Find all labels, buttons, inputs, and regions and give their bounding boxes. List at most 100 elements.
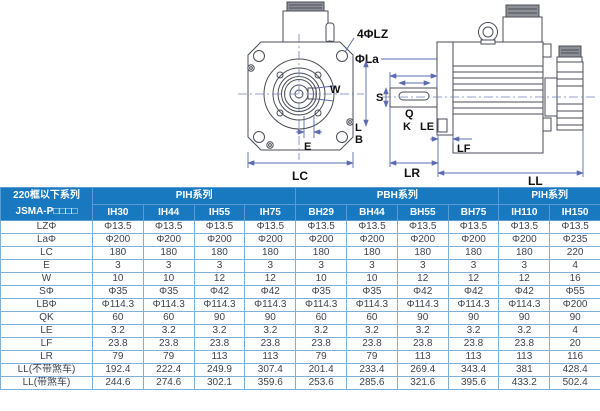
spec-value-cell: 274.6 (142, 376, 195, 390)
spec-row-label: E (0, 259, 93, 273)
spec-value-cell: Φ42 (244, 285, 297, 299)
spec-value-cell: 3 (447, 259, 500, 273)
s-label: S (376, 92, 383, 104)
spec-value-cell: Φ13.5 (295, 220, 348, 234)
spec-value-cell: 3.2 (498, 324, 551, 338)
spec-value-cell: 249.9 (193, 363, 246, 377)
spec-value-cell: 343.4 (447, 363, 500, 377)
spec-value-cell: Φ13.5 (346, 220, 398, 234)
spec-value-cell: 269.4 (396, 363, 449, 377)
spec-row: LBΦ Φ114.3 Φ114.3 Φ114.3 Φ114.3 Φ114.3 Φ114.3 Φ… (0, 298, 600, 312)
dim-lc: LC (247, 152, 354, 183)
spec-value-cell: 3 (193, 259, 246, 273)
shaft-keyway (398, 91, 430, 101)
spec-value-cell: 10 (346, 272, 398, 286)
key-section (437, 118, 448, 133)
series-corner-line2: JSMA-P□□□□ (15, 206, 78, 217)
ll-label: LL (528, 174, 543, 187)
spec-value-cell: 3 (244, 259, 297, 273)
flange-bolt-holes (247, 50, 354, 149)
spec-row-label: LL(不带煞车) (0, 363, 93, 377)
spec-value-cell: 359.6 (244, 376, 297, 390)
spec-value-cell: 428.4 (549, 363, 600, 377)
spec-value-cell: Φ13.5 (244, 220, 297, 234)
series-group-header: PIH系列 (498, 187, 600, 205)
spec-row: LaΦ Φ200 Φ200 Φ200 Φ200 Φ200 Φ200 Φ200 Φ200 Φ200 Φ… (0, 233, 600, 247)
spec-value-cell: Φ13.5 (142, 220, 195, 234)
spec-value-cell: Φ13.5 (447, 220, 500, 234)
spec-value-cell: Φ114.3 (447, 298, 500, 312)
spec-value-cell: Φ13.5 (193, 220, 246, 234)
spec-value-cell: 180 (295, 246, 348, 260)
side-connector (502, 4, 543, 43)
spec-value-cell: 79 (142, 350, 195, 364)
spec-value-cell: Φ200 (193, 233, 246, 247)
spec-value-cell: 201.4 (295, 363, 348, 377)
spec-value-cell: 321.6 (396, 376, 449, 390)
model-column-header: IH55 (193, 204, 246, 221)
spec-value-cell: 3.2 (244, 324, 297, 338)
spec-value-cell: 20 (549, 337, 600, 351)
spec-row-label: LaΦ (0, 233, 93, 247)
spec-value-cell: Φ35 (295, 285, 348, 299)
spec-value-cell: 180 (498, 246, 551, 260)
spec-value-cell: 113 (244, 350, 297, 364)
spec-value-cell: 502.4 (549, 376, 600, 390)
spec-value-cell: 79 (295, 350, 348, 364)
spec-value-cell: 3.2 (295, 324, 348, 338)
spec-value-cell: 3 (396, 259, 449, 273)
spec-value-cell: 180 (447, 246, 500, 260)
spec-value-cell: 113 (447, 350, 500, 364)
spec-row-label: LZΦ (0, 220, 93, 234)
encoder-connector (556, 45, 583, 63)
motor-body (452, 41, 544, 154)
spec-value-cell: 180 (92, 246, 144, 260)
spec-row-label: LBΦ (0, 298, 93, 312)
shaft (389, 87, 438, 108)
spec-value-cell: 220 (549, 246, 600, 260)
spec-value-cell: 253.6 (295, 376, 348, 390)
spec-value-cell: 3.2 (92, 324, 144, 338)
spec-value-cell: 10 (92, 272, 144, 286)
spec-value-cell: Φ114.3 (346, 298, 398, 312)
dim-q-k: Q K (389, 72, 438, 133)
spec-value-cell: 60 (295, 311, 348, 325)
series-corner-line1: 220框以下系列 (13, 190, 80, 201)
spec-row-label: W (0, 272, 93, 286)
spec-value-cell: 79 (92, 350, 144, 364)
spec-value-cell: Φ114.3 (142, 298, 195, 312)
dim-s: S (376, 87, 389, 108)
side-view: S Q K L B LE (355, 4, 596, 187)
spec-value-cell: 3 (295, 259, 348, 273)
spec-value-cell: 3 (498, 259, 551, 273)
spec-value-cell: Φ35 (346, 285, 398, 299)
spec-value-cell: Φ35 (142, 285, 195, 299)
spec-value-cell: 3 (346, 259, 398, 273)
spec-value-cell: 90 (396, 311, 449, 325)
front-connector (282, 1, 329, 43)
model-column-header: BH75 (447, 204, 500, 221)
spec-value-cell: 113 (193, 350, 246, 364)
spec-value-cell: Φ200 (142, 233, 195, 247)
le-label: LE (420, 121, 434, 133)
spec-row-label: QK (0, 311, 93, 325)
series-group-header: PBH系列 (295, 187, 500, 205)
spec-value-cell: 90 (244, 311, 297, 325)
spec-value-cell: 23.8 (447, 337, 500, 351)
model-column-header: BH44 (346, 204, 398, 221)
model-header-row: IH30 IH44 IH55 IH75 BH29 BH44 BH55 BH75 IH110 IH1… (1, 204, 600, 221)
spec-row-label: LL(带煞车) (0, 376, 93, 390)
spec-value-cell: Φ13.5 (549, 220, 600, 234)
spec-value-cell: Φ13.5 (498, 220, 551, 234)
model-column-header: IH150 (549, 204, 600, 221)
spec-value-cell: 79 (346, 350, 398, 364)
spec-value-cell: 23.8 (92, 337, 144, 351)
spec-value-cell: 113 (498, 350, 551, 364)
spec-row: LL(带煞车) 244.6 274.6 302.1 359.6 253.6 285.6 321… (0, 376, 600, 390)
side-eyebolt-icon (478, 22, 498, 45)
spec-value-cell: 12 (396, 272, 449, 286)
spec-value-cell: Φ235 (549, 233, 600, 247)
spec-value-cell: 10 (295, 272, 348, 286)
spec-value-cell: Φ42 (396, 285, 449, 299)
spec-value-cell: Φ114.3 (396, 298, 449, 312)
